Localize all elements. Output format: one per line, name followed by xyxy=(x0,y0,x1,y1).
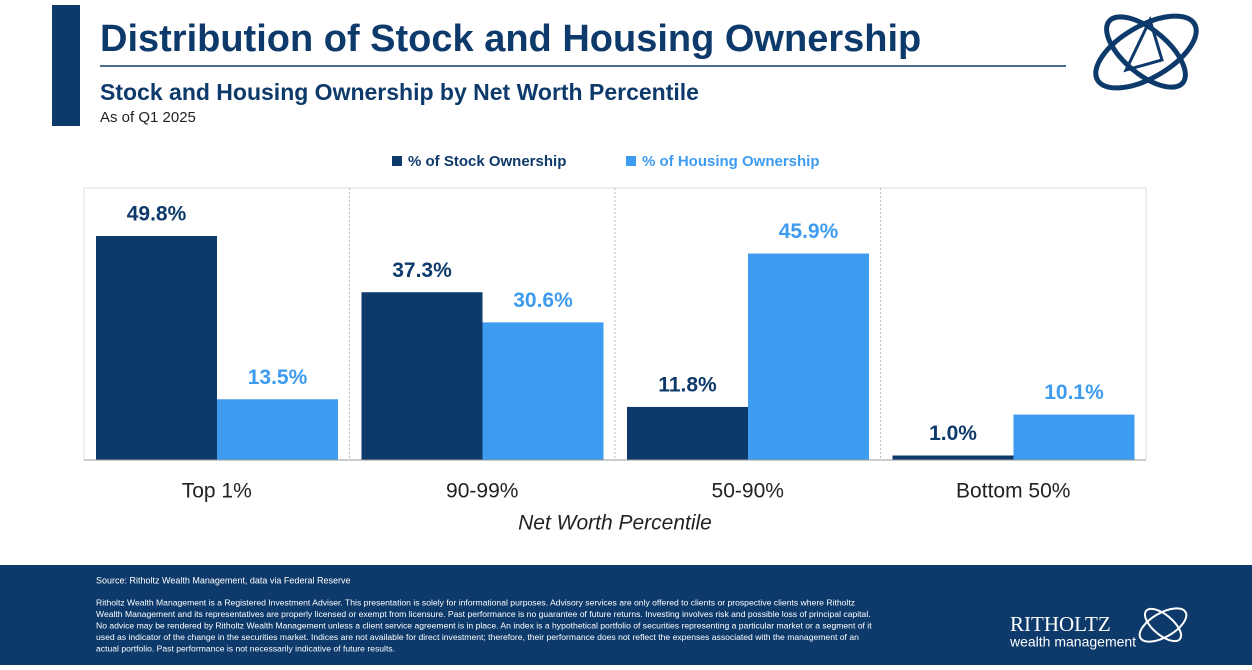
bar xyxy=(361,292,483,460)
value-label: 30.6% xyxy=(513,289,573,312)
value-label: 1.0% xyxy=(929,422,977,445)
logo xyxy=(1093,13,1199,91)
x-tick-label: Bottom 50% xyxy=(956,480,1070,503)
footer-source: Source: Ritholtz Wealth Management, data… xyxy=(96,575,350,585)
legend-swatch xyxy=(392,156,402,166)
bar xyxy=(1013,414,1135,460)
chart-title: Distribution of Stock and Housing Owners… xyxy=(100,18,921,60)
bar xyxy=(217,399,338,460)
bar xyxy=(892,455,1014,460)
legend-label: % of Housing Ownership xyxy=(642,153,820,170)
bar xyxy=(748,253,869,460)
bar xyxy=(482,322,604,460)
value-label: 49.8% xyxy=(127,203,187,226)
footer-disclaimer: actual portfolio. Past performance is no… xyxy=(96,643,395,653)
value-label: 45.9% xyxy=(779,220,839,243)
x-axis-title: Net Worth Percentile xyxy=(518,512,712,535)
chart-subtitle: Stock and Housing Ownership by Net Worth… xyxy=(100,79,699,105)
x-tick-label: 50-90% xyxy=(712,480,784,503)
legend-swatch xyxy=(626,156,636,166)
value-label: 13.5% xyxy=(248,366,308,389)
footer-logo-name: RITHOLTZ xyxy=(1010,612,1111,636)
legend-label: % of Stock Ownership xyxy=(408,153,566,170)
value-label: 10.1% xyxy=(1044,381,1104,404)
footer-disclaimer: used as indicator of the change in the s… xyxy=(96,632,859,642)
bar xyxy=(96,236,217,460)
footer-disclaimer: No advice may be rendered by Ritholtz We… xyxy=(96,620,872,630)
footer-band xyxy=(0,565,1252,665)
footer-logo-sub: wealth management xyxy=(1009,634,1136,650)
accent-bar xyxy=(52,5,80,126)
bar xyxy=(627,406,748,460)
x-tick-label: Top 1% xyxy=(182,480,252,503)
value-label: 37.3% xyxy=(392,259,452,282)
value-label: 11.8% xyxy=(658,373,717,396)
footer-disclaimer: Ritholtz Wealth Management is a Register… xyxy=(96,597,855,607)
chart-note: As of Q1 2025 xyxy=(100,109,196,126)
footer-disclaimer: Wealth Management and its representative… xyxy=(96,609,871,619)
x-tick-label: 90-99% xyxy=(446,480,518,503)
footer-logo-mark xyxy=(1138,607,1188,643)
